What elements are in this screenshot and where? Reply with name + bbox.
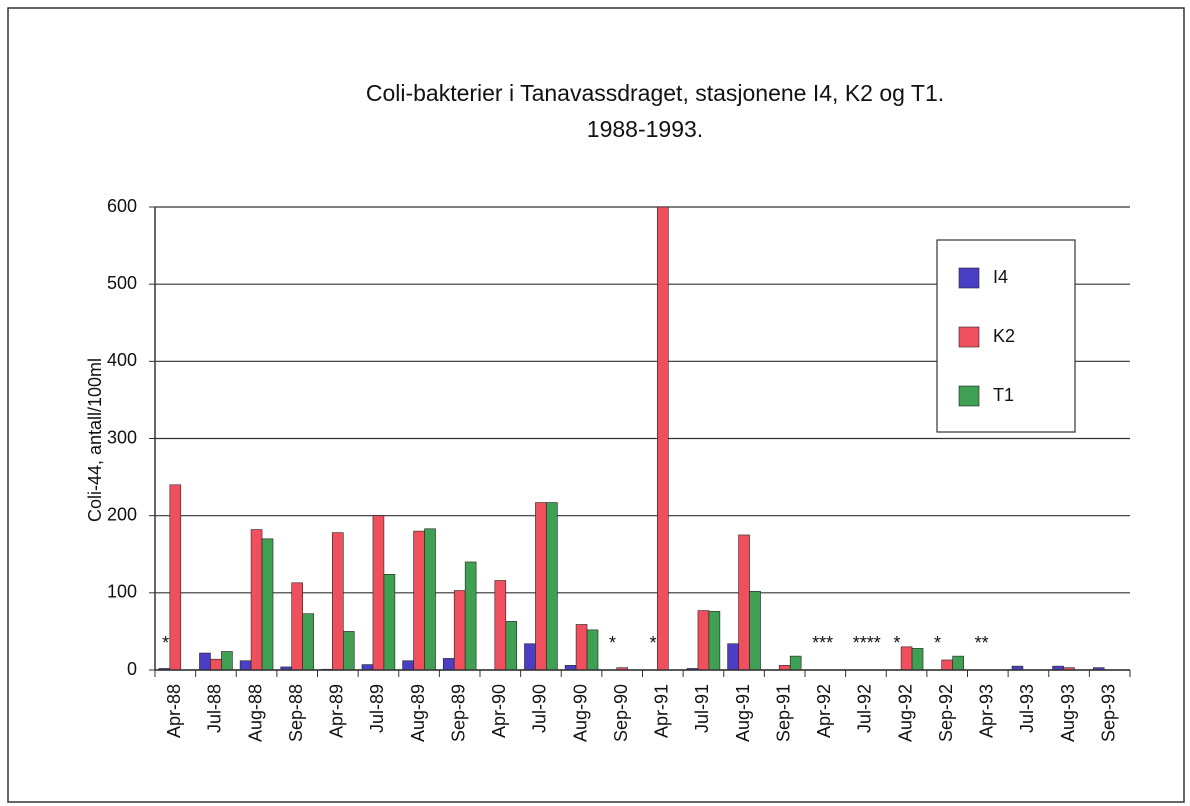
x-tick-label: Jul-91	[692, 684, 712, 733]
bar	[199, 652, 211, 671]
x-tick-label: Sep-90	[611, 684, 631, 742]
y-axis-label: Coli-44, antall/100ml	[85, 358, 105, 522]
x-tick-label: Jul-92	[855, 684, 875, 733]
y-tick-label: 100	[107, 582, 137, 602]
annotation: *	[609, 633, 616, 653]
y-tick-label: 500	[107, 273, 137, 293]
bar	[727, 643, 739, 671]
bar	[941, 659, 953, 671]
bar	[952, 655, 964, 671]
annotation: *	[893, 633, 900, 653]
legend-label: T1	[993, 385, 1014, 405]
x-tick-label: Aug-91	[733, 684, 753, 742]
x-tick-label: Apr-90	[489, 684, 509, 738]
legend-label: I4	[993, 267, 1008, 287]
annotation: *	[162, 633, 169, 653]
chart-subtitle: 1988-1993.	[587, 116, 703, 142]
chart-frame	[7, 7, 1185, 803]
bar	[383, 574, 396, 671]
legend-swatch	[958, 326, 980, 348]
x-tick-label: Aug-93	[1058, 684, 1078, 742]
x-tick-label: Apr-93	[977, 684, 997, 738]
bar	[413, 530, 425, 671]
x-tick-label: Sep-88	[286, 684, 306, 742]
bar	[169, 484, 182, 671]
x-tick-label: Apr-91	[652, 684, 672, 738]
x-tick-label: Aug-88	[245, 684, 265, 742]
x-tick-label: Sep-89	[448, 684, 468, 742]
bar	[424, 528, 436, 671]
bar	[505, 621, 518, 671]
legend-label: K2	[993, 326, 1015, 346]
bar	[464, 561, 477, 671]
bar	[291, 582, 303, 671]
y-tick-label: 300	[107, 427, 137, 447]
bar	[708, 611, 721, 671]
bar	[911, 648, 924, 671]
bar	[261, 538, 274, 671]
annotation: *	[650, 633, 657, 653]
bar	[789, 655, 802, 671]
bar	[494, 580, 507, 671]
bar	[586, 629, 599, 671]
bar	[900, 646, 913, 671]
x-tick-label: Apr-89	[327, 684, 347, 738]
y-tick-label: 0	[127, 659, 137, 679]
bar	[302, 613, 314, 671]
x-tick-label: Sep-91	[773, 684, 793, 742]
bar	[250, 529, 263, 671]
y-tick-label: 400	[107, 350, 137, 370]
bar	[738, 534, 750, 671]
bar	[210, 658, 222, 671]
bar	[342, 631, 355, 671]
annotation: ****	[853, 633, 881, 653]
bar	[239, 660, 252, 671]
x-tick-label: Sep-92	[936, 684, 956, 742]
y-tick-label: 200	[107, 504, 137, 524]
y-tick-label: 600	[107, 196, 137, 216]
x-tick-label: Jul-88	[205, 684, 225, 733]
bar	[442, 658, 455, 671]
chart-title: Coli-bakterier i Tanavassdraget, stasjon…	[366, 80, 944, 106]
x-tick-label: Apr-92	[814, 684, 834, 738]
bar	[221, 651, 233, 671]
x-tick-label: Sep-93	[1098, 684, 1118, 742]
x-tick-label: Aug-89	[408, 684, 428, 742]
bar	[749, 590, 761, 671]
bar	[372, 515, 385, 671]
x-tick-label: Jul-89	[367, 684, 387, 733]
legend-swatch	[958, 385, 980, 407]
annotation: ***	[812, 633, 833, 653]
bar	[546, 502, 558, 671]
legend-swatch	[958, 267, 980, 289]
x-tick-label: Jul-90	[530, 684, 550, 733]
bar	[697, 610, 710, 671]
bar	[453, 590, 466, 671]
x-tick-label: Apr-88	[164, 684, 184, 738]
annotation: *	[934, 633, 941, 653]
bar	[535, 502, 547, 671]
x-tick-label: Jul-93	[1017, 684, 1037, 733]
annotation: **	[975, 633, 989, 653]
bar	[332, 532, 344, 671]
x-tick-label: Aug-90	[570, 684, 590, 742]
x-tick-label: Aug-92	[895, 684, 915, 742]
bar	[361, 664, 374, 671]
bar	[402, 660, 414, 671]
bar	[524, 643, 536, 671]
bar	[657, 206, 669, 671]
bar	[575, 624, 588, 671]
